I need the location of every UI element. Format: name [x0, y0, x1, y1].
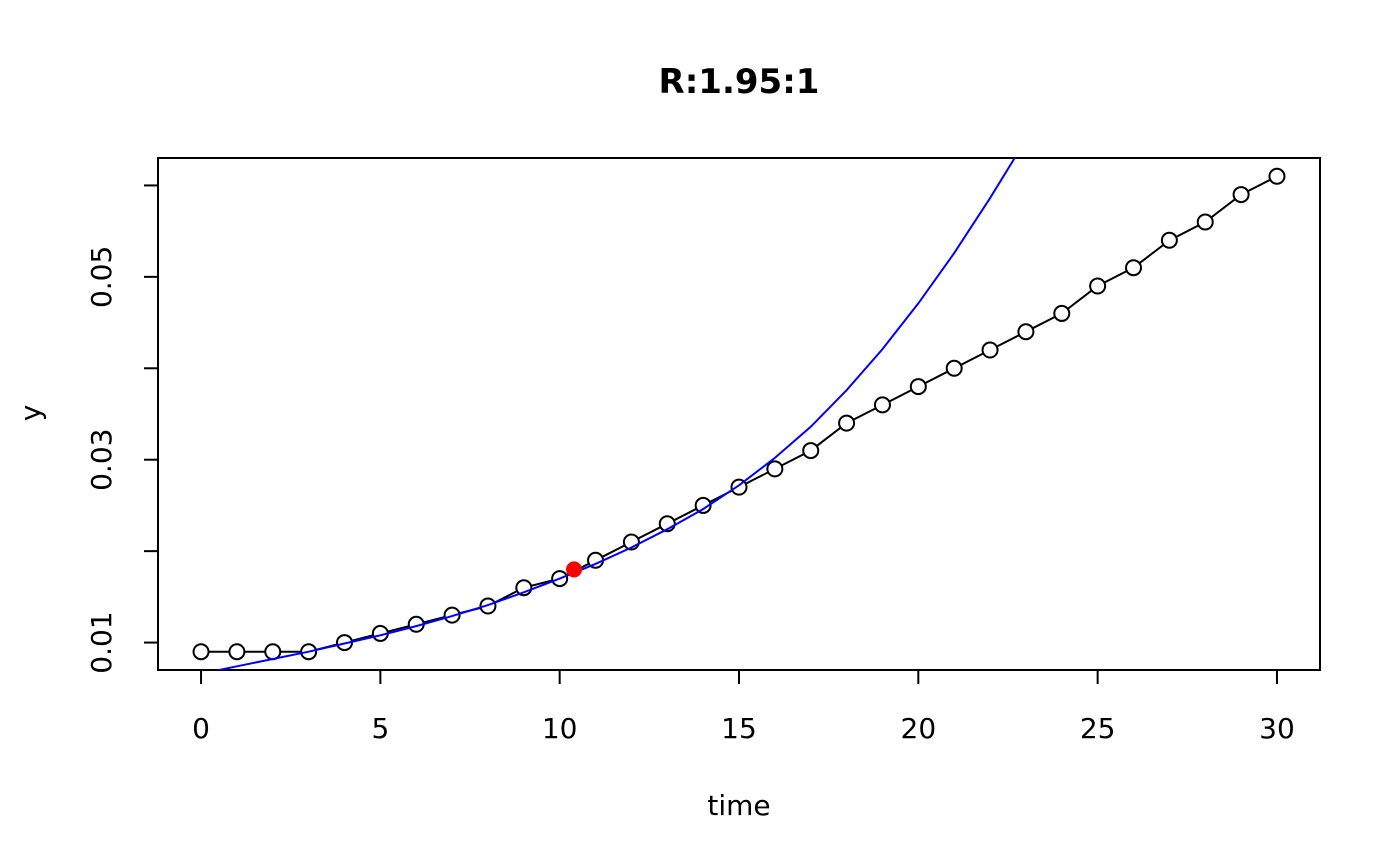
- data-point: [766, 460, 784, 478]
- data-point: [945, 359, 963, 377]
- data-point: [1089, 277, 1107, 295]
- y-axis: 0.01 0.03 0.05: [85, 184, 159, 674]
- x-axis-label: time: [707, 789, 770, 822]
- series-1-line: [213, 158, 1016, 670]
- x-tick-label: 25: [1080, 712, 1116, 745]
- x-tick-label: 0: [192, 712, 210, 745]
- data-point: [1160, 231, 1178, 249]
- y-tick-label: 0.03: [85, 429, 118, 491]
- chart-title: R:1.95:1: [659, 62, 820, 102]
- data-point: [1053, 304, 1071, 322]
- highlight-point: [566, 561, 583, 578]
- data-point: [981, 341, 999, 359]
- data-point: [228, 643, 246, 661]
- y-tick-label: 0.05: [85, 246, 118, 308]
- data-point: [1232, 186, 1250, 204]
- plot-frame: [157, 157, 1321, 671]
- x-axis: 0 5 10 15 20 25 30: [192, 669, 1295, 745]
- data-point: [1196, 213, 1214, 231]
- data-point: [192, 643, 210, 661]
- x-tick-label: 10: [542, 712, 578, 745]
- data-point: [694, 496, 712, 514]
- x-tick-label: 15: [721, 712, 757, 745]
- data-point: [838, 414, 856, 432]
- data-point: [909, 378, 927, 396]
- x-tick-label: 30: [1259, 712, 1295, 745]
- series-layer: [192, 158, 1286, 670]
- y-tick-label: 0.01: [85, 611, 118, 673]
- x-tick-label: 5: [371, 712, 389, 745]
- series-0-line: [201, 175, 1278, 653]
- data-point: [802, 442, 820, 460]
- data-point: [1017, 323, 1035, 341]
- data-point: [873, 396, 891, 414]
- y-axis-label: y: [14, 405, 47, 422]
- x-tick-label: 20: [901, 712, 937, 745]
- data-point: [1125, 259, 1143, 277]
- data-point: [1268, 167, 1286, 185]
